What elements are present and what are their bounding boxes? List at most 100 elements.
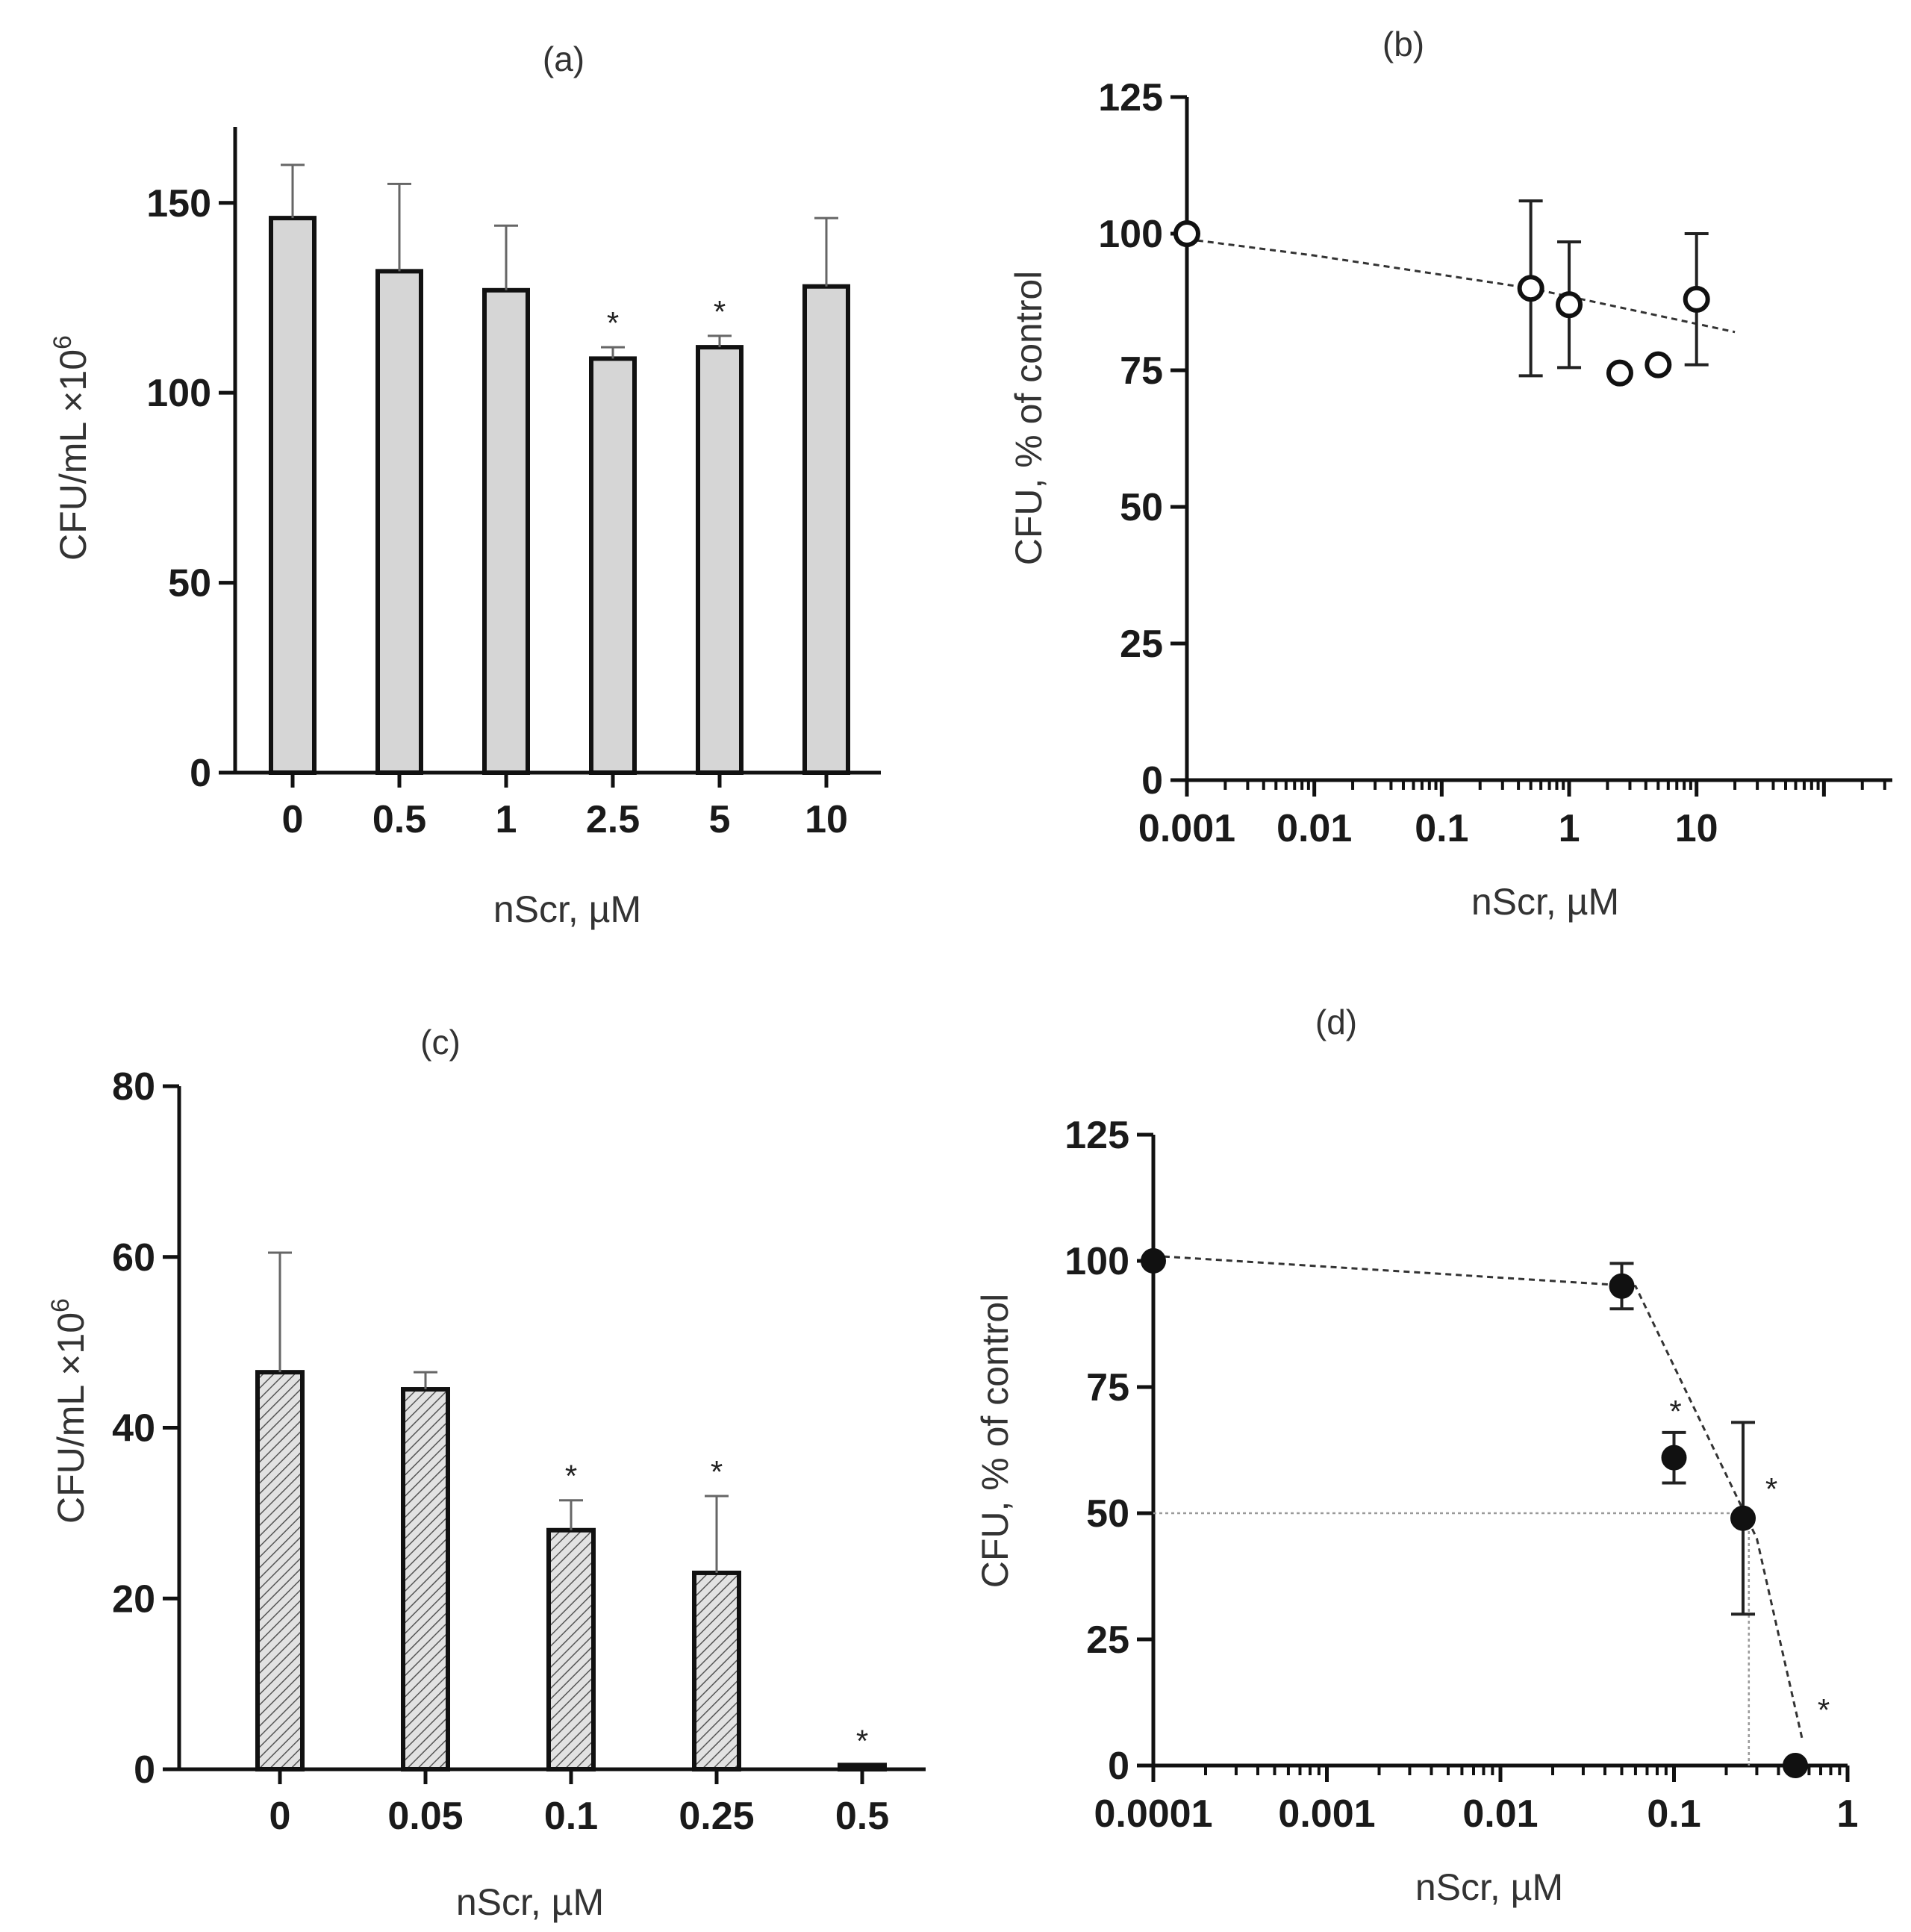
y-tick-label: 100 xyxy=(1064,1240,1129,1283)
y-tick-label: 0 xyxy=(134,1748,155,1792)
data-point xyxy=(1606,359,1633,387)
data-point-group xyxy=(1609,1262,1635,1311)
y-axis-a: 0 50 100 150 xyxy=(146,127,237,795)
significance-star: * xyxy=(1765,1471,1777,1506)
x-tick-label: 0.1 xyxy=(1647,1792,1700,1836)
x-tick-label: 0.1 xyxy=(1415,807,1468,850)
y-axis-label-text: CFU, % of control xyxy=(974,1294,1016,1589)
bar xyxy=(546,1527,596,1771)
data-point xyxy=(1645,351,1672,378)
y-tick-label: 80 xyxy=(112,1065,155,1109)
x-tick-label: 1 xyxy=(1837,1792,1859,1836)
fit-line xyxy=(1186,237,1736,334)
x-tick-label: 0.5 xyxy=(835,1795,889,1838)
x-tick-label: 0.01 xyxy=(1276,807,1352,850)
chart-title-b: (b) xyxy=(1382,25,1424,63)
y-axis-label-exponent: 6 xyxy=(46,1298,75,1312)
x-tick-label: 0 xyxy=(269,1795,291,1838)
bar-group: 0.1 * xyxy=(544,1459,598,1838)
y-tick-label: 60 xyxy=(112,1236,155,1280)
y-tick-label: 125 xyxy=(1098,76,1163,119)
chart-title-c: (c) xyxy=(420,1023,461,1062)
data-point xyxy=(1661,1445,1687,1471)
bar xyxy=(482,287,530,775)
significance-star: * xyxy=(711,1454,723,1489)
bar-group: 10 xyxy=(802,216,850,841)
bar xyxy=(838,1763,887,1771)
x-tick-label: 0.05 xyxy=(387,1795,463,1838)
y-tick-label: 25 xyxy=(1120,623,1163,666)
y-axis-label-c: CFU/mL ×106 xyxy=(46,1298,92,1524)
bar-group: 0.25 * xyxy=(679,1454,754,1838)
data-point-group: * xyxy=(1661,1394,1687,1485)
x-axis-d: 0.0001 0.001 0.01 0.1 1 xyxy=(1094,1763,1859,1836)
bar-group: 5* xyxy=(696,294,743,841)
data-point xyxy=(1783,1753,1809,1778)
bar-group: 0.5 xyxy=(372,182,426,841)
x-axis-label-b: nScr, µM xyxy=(1471,881,1619,923)
x-axis-label-a: nScr, µM xyxy=(493,888,641,930)
y-tick-label: 50 xyxy=(1120,486,1163,529)
y-tick-label: 150 xyxy=(146,182,211,225)
y-tick-label: 40 xyxy=(112,1407,155,1450)
data-point xyxy=(1173,220,1200,247)
y-tick-label: 75 xyxy=(1086,1366,1129,1409)
y-tick-label: 0 xyxy=(1141,759,1163,803)
data-point-group: * xyxy=(1730,1421,1777,1616)
bar xyxy=(589,356,637,776)
x-axis-b: 0.001 0.01 0.1 1 10 xyxy=(1138,778,1892,850)
fit-line xyxy=(1153,1254,1804,1741)
x-tick-label: 0.001 xyxy=(1138,807,1235,850)
x-tick-label: 0.25 xyxy=(679,1795,754,1838)
data-point xyxy=(1609,1273,1635,1299)
data-point-group xyxy=(1645,351,1672,378)
data-point xyxy=(1517,275,1544,302)
data-point xyxy=(1730,1505,1756,1531)
x-tick-label: 0.01 xyxy=(1462,1792,1538,1836)
y-tick-label: 0 xyxy=(190,752,211,795)
bar xyxy=(401,1387,450,1771)
y-axis-label-b: CFU, % of control xyxy=(1008,271,1050,566)
y-tick-label: 20 xyxy=(112,1577,155,1621)
data-point-group xyxy=(1517,199,1544,378)
x-tick-label: 10 xyxy=(805,798,848,841)
bar-group: 1 xyxy=(482,224,530,841)
y-axis-label-text: CFU/mL ×10 xyxy=(50,1312,92,1524)
x-tick-label: 5 xyxy=(709,798,731,841)
significance-star: * xyxy=(565,1459,577,1494)
chart-title-d: (d) xyxy=(1315,1003,1357,1041)
data-point-group xyxy=(1141,1248,1166,1274)
x-tick-label: 2.5 xyxy=(586,798,640,841)
y-axis-b: 0 25 50 75 100 125 xyxy=(1098,76,1189,803)
x-axis-label-c: nScr, µM xyxy=(456,1881,604,1923)
data-point-group: * xyxy=(1783,1692,1830,1778)
bar-group: 0 xyxy=(255,1251,305,1838)
bar-group: 0 xyxy=(269,163,317,841)
data-point xyxy=(1556,291,1583,319)
y-axis-label-text: CFU, % of control xyxy=(1008,271,1050,566)
data-point xyxy=(1141,1248,1166,1274)
bar xyxy=(692,1570,741,1771)
y-tick-label: 50 xyxy=(1086,1492,1129,1536)
x-tick-label: 0 xyxy=(282,798,304,841)
data-point-group xyxy=(1556,240,1583,370)
x-tick-label: 0.0001 xyxy=(1094,1792,1212,1836)
y-axis-d: 0 25 50 75 100 125 xyxy=(1064,1114,1156,1788)
y-tick-label: 125 xyxy=(1064,1114,1129,1157)
bar xyxy=(696,345,743,775)
data-point xyxy=(1683,285,1710,313)
significance-star: * xyxy=(607,305,619,340)
bar-group: 0.5 * xyxy=(835,1723,889,1838)
y-axis-label-exponent: 6 xyxy=(49,335,77,349)
y-tick-label: 100 xyxy=(1098,213,1163,256)
y-axis-label-d: CFU, % of control xyxy=(974,1294,1016,1589)
significance-star: * xyxy=(1818,1692,1830,1727)
chart-title-a: (a) xyxy=(543,40,584,78)
bar xyxy=(255,1370,305,1771)
y-tick-label: 0 xyxy=(1108,1745,1129,1788)
data-point-group xyxy=(1683,232,1710,367)
data-point-group xyxy=(1606,359,1633,387)
significance-star: * xyxy=(714,294,726,329)
bar xyxy=(269,216,317,775)
